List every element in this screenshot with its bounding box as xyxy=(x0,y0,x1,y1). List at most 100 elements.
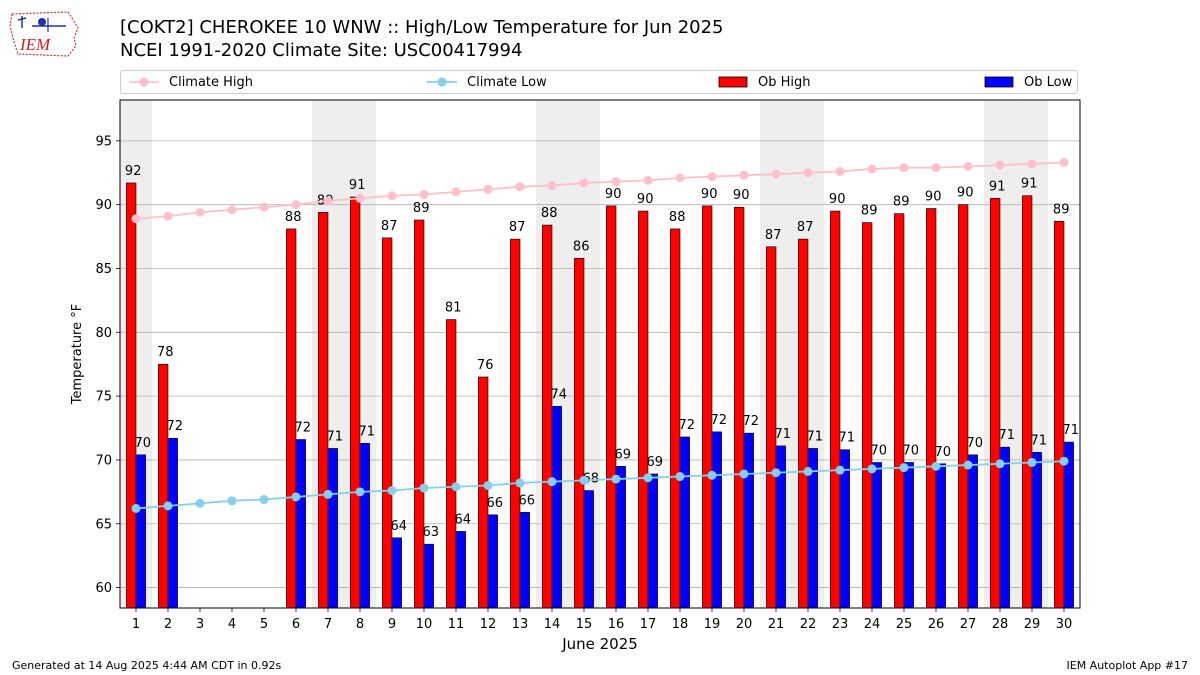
ob-low-bar xyxy=(167,437,178,609)
climate-high-point xyxy=(771,169,781,179)
ob-low-label: 71 xyxy=(359,424,376,439)
ob-high-label: 87 xyxy=(381,219,398,234)
y-tick-label: 90 xyxy=(95,198,112,213)
ob-high-label: 90 xyxy=(605,187,622,202)
x-tick-label: 6 xyxy=(292,617,300,632)
ob-low-label: 71 xyxy=(775,427,792,442)
climate-low-point xyxy=(1027,457,1037,467)
ob-high-bar xyxy=(542,224,553,609)
ob-low-label: 70 xyxy=(935,445,952,460)
ob-low-bar xyxy=(647,473,658,609)
climate-low-point xyxy=(675,472,685,482)
climate-high-point xyxy=(387,191,397,201)
ob-high-label: 87 xyxy=(765,228,782,243)
legend: Climate High Climate Low Ob High Ob Low xyxy=(120,70,1078,94)
x-tick-label: 18 xyxy=(672,617,689,632)
ob-low-label: 72 xyxy=(743,414,760,429)
climate-low-point xyxy=(579,475,589,485)
ob-low-bar xyxy=(743,432,754,609)
climate-high-line xyxy=(135,161,1065,220)
x-tick-label: 25 xyxy=(896,617,913,632)
ob-high-bar xyxy=(734,206,745,609)
y-tick-label: 65 xyxy=(95,517,112,532)
x-tick-label: 22 xyxy=(800,617,817,632)
y-tick-label: 85 xyxy=(95,262,112,277)
ob-high-bar xyxy=(126,182,137,609)
ob-high-label: 87 xyxy=(797,220,814,235)
climate-high-point xyxy=(451,187,461,197)
climate-high-point xyxy=(643,175,653,185)
ob-high-bar xyxy=(574,257,585,609)
ob-high-label: 91 xyxy=(349,178,366,193)
ob-high-label: 90 xyxy=(701,187,718,202)
ob-low-bar xyxy=(519,511,530,609)
x-tick-label: 11 xyxy=(448,617,465,632)
x-tick-label: 30 xyxy=(1056,617,1073,632)
climate-low-point xyxy=(291,492,301,502)
x-tick-label: 5 xyxy=(260,617,268,632)
ob-high-bar xyxy=(318,212,329,609)
ob-high-bar xyxy=(830,210,841,609)
plot-frame xyxy=(119,99,1081,609)
ob-high-bar xyxy=(1022,195,1033,609)
ob-high-label: 78 xyxy=(157,345,174,360)
climate-low-point xyxy=(963,460,973,470)
x-tick-label: 19 xyxy=(704,617,721,632)
climate-low-point xyxy=(707,470,717,480)
ob-low-bar xyxy=(1031,451,1042,609)
ob-low-label: 69 xyxy=(647,455,664,470)
ob-high-label: 88 xyxy=(541,206,558,221)
climate-high-point xyxy=(355,193,365,203)
climate-high-point xyxy=(291,200,301,210)
climate-high-point xyxy=(963,161,973,171)
climate-low-point xyxy=(483,480,493,490)
climate-high-point xyxy=(803,168,813,178)
ob-low-bar xyxy=(871,462,882,609)
climate-low-point xyxy=(643,473,653,483)
ob-low-label: 72 xyxy=(711,413,728,428)
ob-high-bar xyxy=(702,205,713,609)
ob-high-bar xyxy=(414,219,425,609)
ob-high-bar xyxy=(798,238,809,609)
ob-high-label: 90 xyxy=(829,192,846,207)
climate-high-point xyxy=(1027,159,1037,169)
ob-low-label: 70 xyxy=(903,443,920,458)
ob-low-label: 71 xyxy=(807,429,824,444)
ob-high-bar xyxy=(926,208,937,609)
ob-high-label: 81 xyxy=(445,301,462,316)
ob-high-label: 89 xyxy=(893,195,910,210)
ob-high-bar xyxy=(478,376,489,609)
x-tick-label: 15 xyxy=(576,617,593,632)
ob-high-label: 88 xyxy=(285,210,302,225)
legend-climate-high-label: Climate High xyxy=(169,74,254,90)
ob-high-label: 91 xyxy=(989,179,1006,194)
climate-high-point xyxy=(163,211,173,221)
climate-high-point xyxy=(739,170,749,180)
y-tick-label: 80 xyxy=(95,326,112,341)
x-tick-label: 8 xyxy=(356,617,364,632)
x-tick-label: 26 xyxy=(928,617,945,632)
y-tick-label: 75 xyxy=(95,390,112,405)
ob-low-label: 70 xyxy=(135,436,152,451)
x-tick-label: 10 xyxy=(416,617,433,632)
ob-high-bar xyxy=(510,238,521,609)
climate-high-point xyxy=(419,189,429,199)
ob-low-bar xyxy=(679,436,690,609)
ob-low-bar xyxy=(423,543,434,609)
legend-ob-high: Ob High xyxy=(718,71,811,93)
climate-low-point xyxy=(995,459,1005,469)
chart-subtitle: NCEI 1991-2020 Climate Site: USC00417994 xyxy=(120,40,523,61)
climate-high-point xyxy=(131,214,141,224)
ob-high-bar xyxy=(446,319,457,609)
ob-high-label: 88 xyxy=(669,210,686,225)
ob-high-label: 90 xyxy=(957,186,974,201)
ob-high-bar xyxy=(894,213,905,609)
climate-high-point xyxy=(899,163,909,173)
legend-ob-low-label: Ob Low xyxy=(1024,74,1073,90)
climate-low-point xyxy=(259,495,269,505)
ob-low-bar xyxy=(1063,441,1074,609)
ob-low-bar xyxy=(391,537,402,609)
x-tick-label: 29 xyxy=(1024,617,1041,632)
ob-high-bar xyxy=(990,197,1001,609)
ob-low-label: 72 xyxy=(679,418,696,433)
